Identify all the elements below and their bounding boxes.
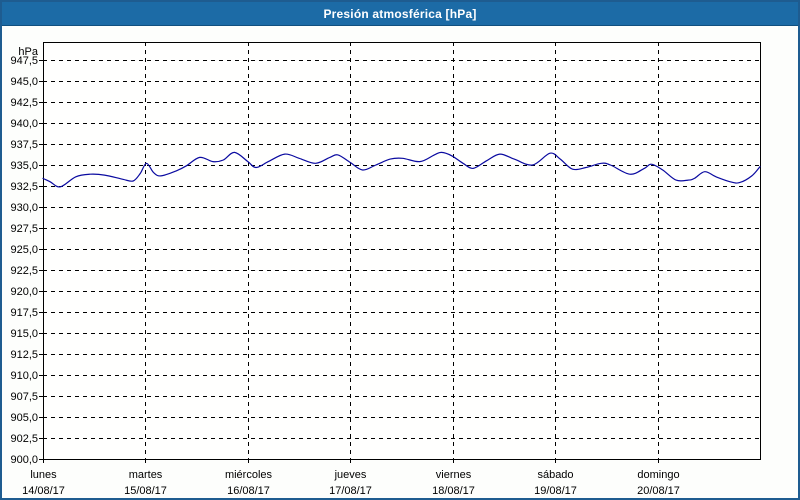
y-tick-label: 945,0 [10,76,38,88]
y-tick-label: 935,0 [10,160,38,172]
x-date-label: 14/08/17 [22,485,65,497]
x-day-label: lunes [30,469,57,481]
y-tick-label: 940,0 [10,118,38,130]
x-day-label: viernes [436,469,472,481]
x-day-label: martes [129,469,163,481]
y-tick-label: 905,0 [10,412,38,424]
y-tick-label: 932,5 [10,181,38,193]
y-tick-label: 915,0 [10,328,38,340]
y-tick-label: 927,5 [10,223,38,235]
y-tick-label: 917,5 [10,307,38,319]
x-day-label: domingo [637,469,679,481]
plot-frame [43,42,761,460]
y-axis-unit-label: hPa [18,46,38,58]
plot-area [43,42,760,459]
y-tick-label: 947,5 [10,55,38,67]
x-date-label: 16/08/17 [227,485,270,497]
x-date-label: 18/08/17 [432,485,475,497]
y-tick-label: 937,5 [10,139,38,151]
y-tick-label: 907,5 [10,391,38,403]
x-date-label: 20/08/17 [637,485,680,497]
pressure-line [42,151,761,188]
y-tick-label: 910,0 [10,370,38,382]
x-day-label: jueves [334,469,367,481]
y-tick-label: 912,5 [10,349,38,361]
x-date-label: 19/08/17 [534,485,577,497]
y-tick-label: 900,0 [10,454,38,466]
x-day-label: miércoles [225,469,273,481]
chart-title-bar: Presión atmosférica [hPa] [2,2,798,26]
y-tick-label: 922,5 [10,265,38,277]
y-tick-label: 920,0 [10,286,38,298]
y-tick-label: 925,0 [10,244,38,256]
x-date-label: 17/08/17 [329,485,372,497]
y-tick-label: 942,5 [10,97,38,109]
x-date-label: 15/08/17 [124,485,167,497]
y-tick-label: 902,5 [10,433,38,445]
chart-title: Presión atmosférica [hPa] [323,6,477,21]
y-tick-label: 930,0 [10,202,38,214]
x-day-label: sábado [537,469,573,481]
